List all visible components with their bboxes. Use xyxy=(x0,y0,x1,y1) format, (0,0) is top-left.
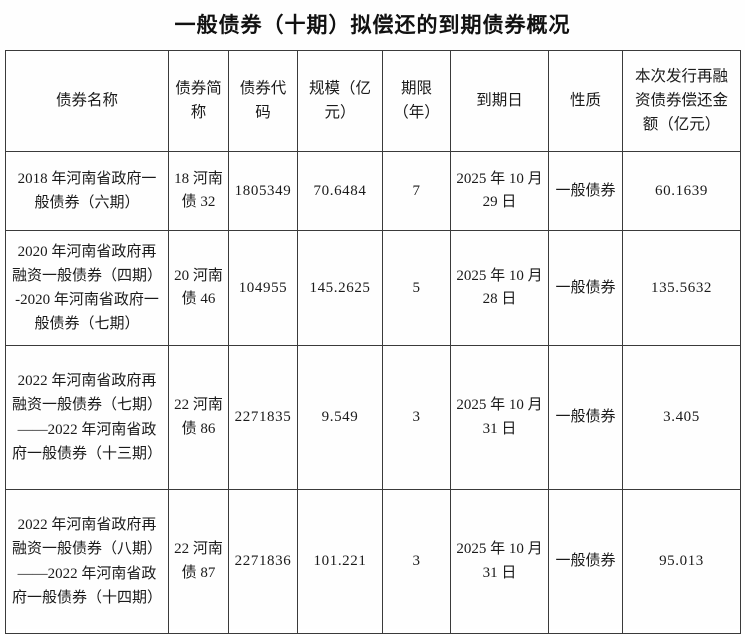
cell-bond-code: 104955 xyxy=(228,230,298,347)
column-header-maturity-date: 到期日 xyxy=(450,50,549,153)
cell-maturity-date: 2025 年 10 月 29 日 xyxy=(450,151,549,232)
table-row: 2020 年河南省政府再融资一般债券（四期）-2020 年河南省政府一般债券（七… xyxy=(5,230,741,347)
table-header-row: 债券名称 债券简称 债券代码 规模（亿元） 期限（年） 到期日 性质 本次发行再… xyxy=(5,50,741,153)
table-body: 2018 年河南省政府一般债券（六期） 18 河南债 32 1805349 70… xyxy=(5,151,741,634)
cell-bond-abbr: 20 河南债 46 xyxy=(168,230,229,347)
column-header-bond-code: 债券代码 xyxy=(228,50,298,153)
table-row: 2018 年河南省政府一般债券（六期） 18 河南债 32 1805349 70… xyxy=(5,151,741,232)
cell-bond-code: 2271836 xyxy=(228,489,298,634)
page-title: 一般债券（十期）拟偿还的到期债券概况 xyxy=(174,13,571,37)
cell-scale: 101.221 xyxy=(297,489,383,634)
cell-maturity-date: 2025 年 10 月 31 日 xyxy=(450,345,549,491)
column-header-bond-name: 债券名称 xyxy=(5,50,169,153)
cell-term: 5 xyxy=(382,230,451,347)
column-header-repayment-amount: 本次发行再融资债券偿还金额（亿元） xyxy=(622,50,741,153)
cell-term: 7 xyxy=(382,151,451,232)
cell-bond-abbr: 18 河南债 32 xyxy=(168,151,229,232)
cell-bond-code: 1805349 xyxy=(228,151,298,232)
cell-scale: 9.549 xyxy=(297,345,383,491)
cell-nature: 一般债券 xyxy=(548,230,623,347)
cell-repayment-amount: 60.1639 xyxy=(622,151,741,232)
cell-scale: 145.2625 xyxy=(297,230,383,347)
cell-maturity-date: 2025 年 10 月 28 日 xyxy=(450,230,549,347)
cell-nature: 一般债券 xyxy=(548,345,623,491)
cell-nature: 一般债券 xyxy=(548,489,623,634)
cell-scale: 70.6484 xyxy=(297,151,383,232)
cell-bond-name: 2018 年河南省政府一般债券（六期） xyxy=(5,151,169,232)
cell-maturity-date: 2025 年 10 月 31 日 xyxy=(450,489,549,634)
table-row: 2022 年河南省政府再融资一般债券（八期）——2022 年河南省政府一般债券（… xyxy=(5,489,741,634)
table-row: 2022 年河南省政府再融资一般债券（七期）——2022 年河南省政府一般债券（… xyxy=(5,345,741,491)
cell-bond-name: 2022 年河南省政府再融资一般债券（七期）——2022 年河南省政府一般债券（… xyxy=(5,345,169,491)
cell-repayment-amount: 95.013 xyxy=(622,489,741,634)
table-container: 债券名称 债券简称 债券代码 规模（亿元） 期限（年） 到期日 性质 本次发行再… xyxy=(0,50,745,634)
cell-bond-name: 2022 年河南省政府再融资一般债券（八期）——2022 年河南省政府一般债券（… xyxy=(5,489,169,634)
column-header-nature: 性质 xyxy=(548,50,623,153)
cell-bond-name: 2020 年河南省政府再融资一般债券（四期）-2020 年河南省政府一般债券（七… xyxy=(5,230,169,347)
cell-bond-abbr: 22 河南债 87 xyxy=(168,489,229,634)
cell-term: 3 xyxy=(382,489,451,634)
cell-repayment-amount: 3.405 xyxy=(622,345,741,491)
cell-bond-code: 2271835 xyxy=(228,345,298,491)
column-header-scale: 规模（亿元） xyxy=(297,50,383,153)
table-header: 债券名称 债券简称 债券代码 规模（亿元） 期限（年） 到期日 性质 本次发行再… xyxy=(5,50,741,153)
column-header-bond-abbr: 债券简称 xyxy=(168,50,229,153)
bond-maturity-table: 债券名称 债券简称 债券代码 规模（亿元） 期限（年） 到期日 性质 本次发行再… xyxy=(5,50,741,634)
cell-bond-abbr: 22 河南债 86 xyxy=(168,345,229,491)
cell-repayment-amount: 135.5632 xyxy=(622,230,741,347)
cell-term: 3 xyxy=(382,345,451,491)
column-header-term: 期限（年） xyxy=(382,50,451,153)
cell-nature: 一般债券 xyxy=(548,151,623,232)
